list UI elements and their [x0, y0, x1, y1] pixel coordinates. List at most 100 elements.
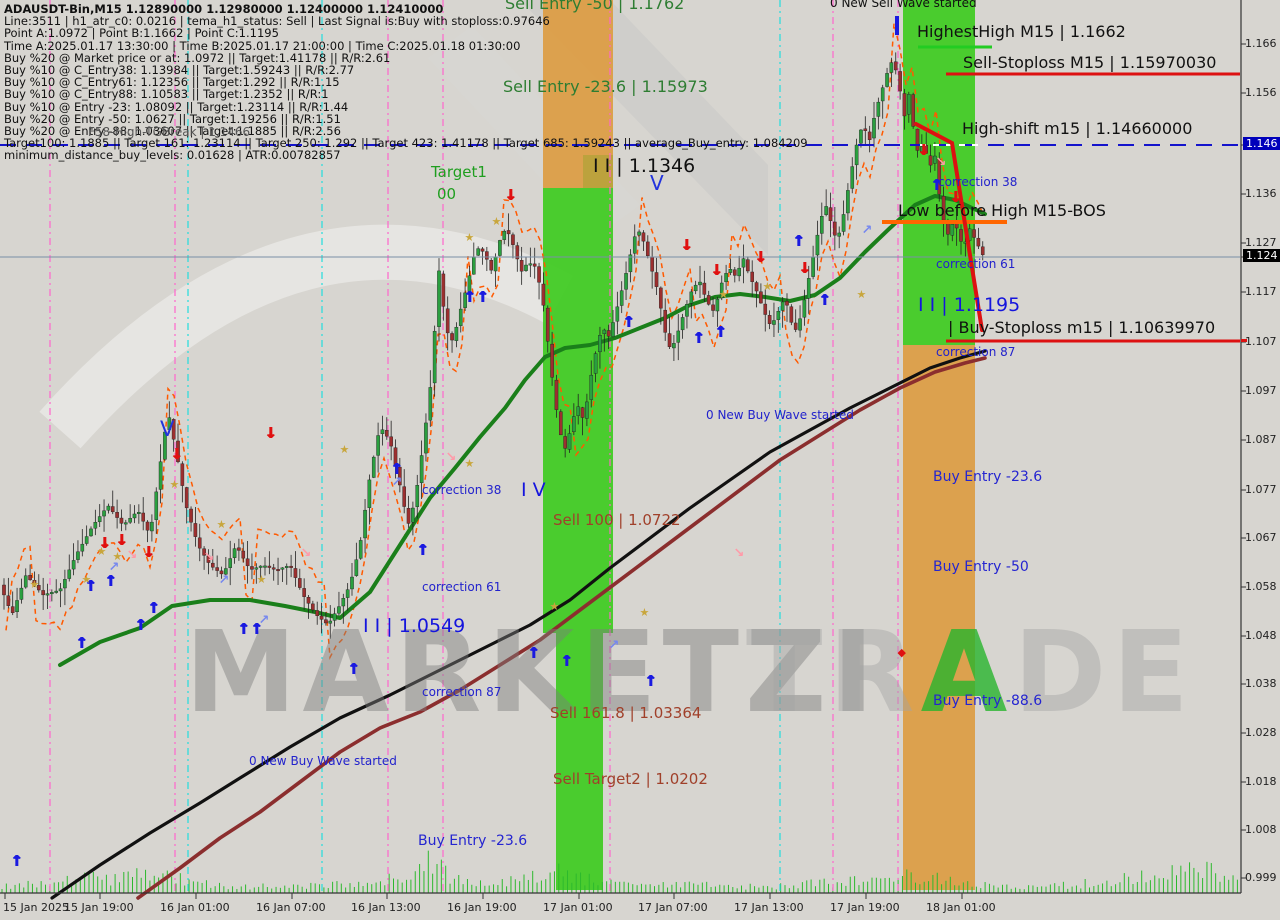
- annotation-correction-87-left: correction 87: [422, 685, 502, 699]
- star-icon: ★: [762, 280, 773, 293]
- break-line: [914, 122, 984, 332]
- buy-arrow-icon: ↑: [930, 176, 944, 194]
- price-tick-label: 1.136: [1245, 187, 1277, 200]
- watermark-de: DE: [1013, 608, 1195, 738]
- info-line-8: Buy %10 @ Entry -23: 1.08092 || Target:1…: [4, 99, 349, 114]
- sell-arrow-icon: ↓: [754, 248, 768, 266]
- info-line-9: Buy %20 @ Entry -50: 1.0627 || Target:1.…: [4, 111, 341, 126]
- sell-arrow-icon: ↓: [917, 141, 931, 159]
- blue-breakout-arrow-icon: ↗: [258, 613, 270, 628]
- red-diamond-icon: ◆: [897, 646, 906, 659]
- annotation-low-before-high: Low before High M15-BOS: [898, 201, 1106, 220]
- star-icon: ★: [96, 545, 107, 558]
- star-icon: ★: [112, 550, 123, 563]
- star-icon: ★: [464, 457, 475, 470]
- annotation-sell-100: Sell 100 | 1.0722: [553, 511, 681, 529]
- annotation-buy-stoploss-m15: | Buy-Stoploss m15 | 1.10639970: [948, 318, 1216, 337]
- annotation-buy-entry-236-right: Buy Entry -23.6: [933, 469, 1043, 485]
- sell-arrow-icon: ↓: [710, 261, 724, 279]
- annotation-sell-entry-50: Sell Entry -50 | 1.1762: [505, 0, 685, 13]
- sell-arrow-icon: ↓: [680, 236, 694, 254]
- time-tick-label: 16 Jan 19:00: [447, 901, 517, 914]
- buy-arrow-icon: ↑: [75, 634, 89, 652]
- sell-arrow-icon: ↓: [504, 186, 518, 204]
- annotation-buy-entry-50-right: Buy Entry -50: [933, 559, 1029, 575]
- sell-arrow-icon: ↓: [98, 534, 112, 552]
- info-line-7: Buy %10 @ C_Entry88: 1.10583 || Target:1…: [4, 87, 329, 102]
- info-line-11: Target100: 1.1885 || Target 161: 1.23114…: [4, 136, 808, 151]
- star-icon: ★: [549, 600, 560, 613]
- annotation-v-below-1346: V: [650, 171, 664, 195]
- info-line-0: ADAUSDT-Bin,M15 1.12890000 1.12980000 1.…: [4, 2, 444, 16]
- info-line-10: Buy %20 @ Entry -88: 1.03607 || Target:1…: [4, 124, 341, 139]
- annotation-new-buy-wave-right: 0 New Buy Wave started: [706, 408, 854, 422]
- time-tick-label: 17 Jan 13:00: [734, 901, 804, 914]
- annotation-wave-iv: I V: [521, 479, 546, 501]
- star-icon: ★: [856, 288, 867, 301]
- price-tick-label: 1.048: [1245, 629, 1277, 642]
- price-tick-label: 1.097: [1245, 384, 1277, 397]
- annotation-correction-61-left: correction 61: [422, 580, 502, 594]
- buy-arrow-icon: ↑: [416, 541, 430, 559]
- annotation-high-shift-m15: High-shift m15 | 1.14660000: [962, 119, 1193, 138]
- time-tick-label: 15 Jan 2025: [3, 901, 69, 914]
- annotation-target100-zone-1: Target1: [431, 163, 487, 181]
- price-label-black: 1.124: [1243, 249, 1280, 262]
- annotation-sell-entry-236: Sell Entry -23.6 | 1.15973: [503, 77, 708, 96]
- annotation-correction-38-left: correction 38: [422, 483, 502, 497]
- buy-arrow-icon: ↑: [104, 572, 118, 590]
- star-icon: ★: [256, 573, 267, 586]
- price-tick-label: 1.067: [1245, 531, 1277, 544]
- info-line-2: Point A:1.0972 | Point B:1.1662 | Point …: [4, 26, 279, 41]
- pink-breakout-arrow-icon: ↘: [203, 550, 215, 565]
- buy-arrow-icon: ↑: [644, 672, 658, 690]
- sell-arrow-icon: ↓: [798, 259, 812, 277]
- annotation-correction-87-right: correction 87: [936, 345, 1016, 359]
- buy-arrow-icon: ↑: [390, 460, 404, 478]
- price-tick-label: 1.038: [1245, 677, 1277, 690]
- annotation-sell-target2: Sell Target2 | 1.0202: [553, 770, 708, 788]
- star-icon: ★: [169, 478, 180, 491]
- fibo-zones: [543, 0, 975, 890]
- price-tick-label: 1.018: [1245, 775, 1277, 788]
- price-tick-label: 1.087: [1245, 433, 1277, 446]
- sell-arrow-icon: ↓: [142, 543, 156, 561]
- annotation-buy-entry-886-right: Buy Entry -88.6: [933, 693, 1043, 709]
- trailing-stop-line: [5, 23, 985, 661]
- buy-arrow-icon: ↑: [250, 620, 264, 638]
- info-line-1: Line:3511 | h1_atr_c0: 0.0216 | tema_h1_…: [4, 14, 550, 29]
- annotation-new-buy-wave-left: 0 New Buy Wave started: [249, 754, 397, 768]
- price-tick-label: 0.999: [1245, 871, 1277, 884]
- info-line-3: Time A:2025.01.17 13:30:00 | Time B:2025…: [4, 38, 521, 53]
- annotation-wave-1346: I I | 1.1346: [593, 155, 696, 177]
- buy-arrow-icon: ↑: [134, 616, 148, 634]
- price-tick-label: 1.008: [1245, 823, 1277, 836]
- blue-breakout-arrow-icon: ↗: [108, 560, 120, 575]
- watermark-trade: TRADE: [746, 608, 1195, 738]
- wave-tick-bar: [895, 16, 899, 35]
- pink-breakout-arrow-icon: ↘: [126, 548, 138, 563]
- star-icon: ★: [639, 606, 650, 619]
- axes-frame: [0, 0, 1247, 899]
- sell-arrow-icon: ↓: [949, 188, 963, 206]
- buy-arrow-icon: ↑: [476, 288, 490, 306]
- annotation-correction-61-right: correction 61: [936, 257, 1016, 271]
- time-tick-label: 16 Jan 07:00: [256, 901, 326, 914]
- star-icon: ★: [339, 443, 350, 456]
- moving-averages: [50, 194, 987, 900]
- annotation-buy-entry-236-bottom: Buy Entry -23.6: [418, 833, 528, 849]
- annotation-wave-1195: I I | 1.1195: [918, 294, 1021, 316]
- annotation-sell-1618: Sell 161.8 | 1.03364: [550, 704, 702, 722]
- pink-breakout-arrow-icon: ↘: [733, 546, 745, 561]
- buy-arrow-icon: ↑: [237, 620, 251, 638]
- time-tick-label: 18 Jan 01:00: [926, 901, 996, 914]
- blue-breakout-arrow-icon: ↗: [608, 638, 620, 653]
- sell-arrow-icon: ↓: [264, 424, 278, 442]
- info-line-6: Buy %10 @ C_Entry61: 1.12356 || Target:1…: [4, 75, 340, 90]
- time-tick-label: 15 Jan 19:00: [64, 901, 134, 914]
- candles: [2, 52, 985, 639]
- buy-arrow-icon: ↑: [10, 852, 24, 870]
- blue-breakout-arrow-icon: ↗: [391, 475, 403, 490]
- price-label-blue: 1.146: [1243, 137, 1280, 150]
